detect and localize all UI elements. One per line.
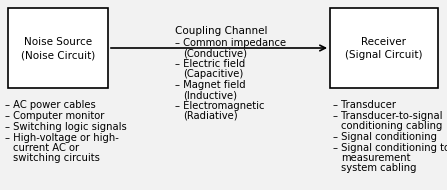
Bar	[8, 8, 108, 88]
Text: – Signal conditioning to: – Signal conditioning to	[333, 143, 447, 153]
Text: switching circuits: switching circuits	[13, 153, 100, 163]
Text: – High-voltage or high-: – High-voltage or high-	[5, 133, 119, 143]
Text: – Transducer-to-signal: – Transducer-to-signal	[333, 111, 443, 121]
Text: – Electromagnetic: – Electromagnetic	[175, 101, 265, 111]
Text: – Electric field: – Electric field	[175, 59, 245, 69]
Text: – Computer monitor: – Computer monitor	[5, 111, 105, 121]
Text: Coupling Channel: Coupling Channel	[175, 26, 267, 36]
Text: measurement: measurement	[341, 153, 410, 163]
Text: (Conductive): (Conductive)	[183, 48, 247, 58]
Text: current AC or: current AC or	[13, 143, 79, 153]
Text: – Magnet field: – Magnet field	[175, 80, 245, 90]
Text: (Noise Circuit): (Noise Circuit)	[21, 50, 95, 60]
Text: – Switching logic signals: – Switching logic signals	[5, 122, 127, 132]
Text: Receiver: Receiver	[362, 37, 406, 47]
Text: system cabling: system cabling	[341, 163, 417, 173]
Text: Noise Source: Noise Source	[24, 37, 92, 47]
Text: (Inductive): (Inductive)	[183, 90, 237, 100]
Text: (Capacitive): (Capacitive)	[183, 69, 243, 79]
Text: – AC power cables: – AC power cables	[5, 100, 96, 110]
Bar	[330, 8, 438, 88]
Text: conditioning cabling: conditioning cabling	[341, 121, 443, 131]
Text: (Signal Circuit): (Signal Circuit)	[345, 50, 423, 60]
Text: – Common impedance: – Common impedance	[175, 38, 286, 48]
Text: – Signal conditioning: – Signal conditioning	[333, 132, 437, 142]
Text: – Transducer: – Transducer	[333, 100, 396, 110]
Text: (Radiative): (Radiative)	[183, 111, 238, 121]
